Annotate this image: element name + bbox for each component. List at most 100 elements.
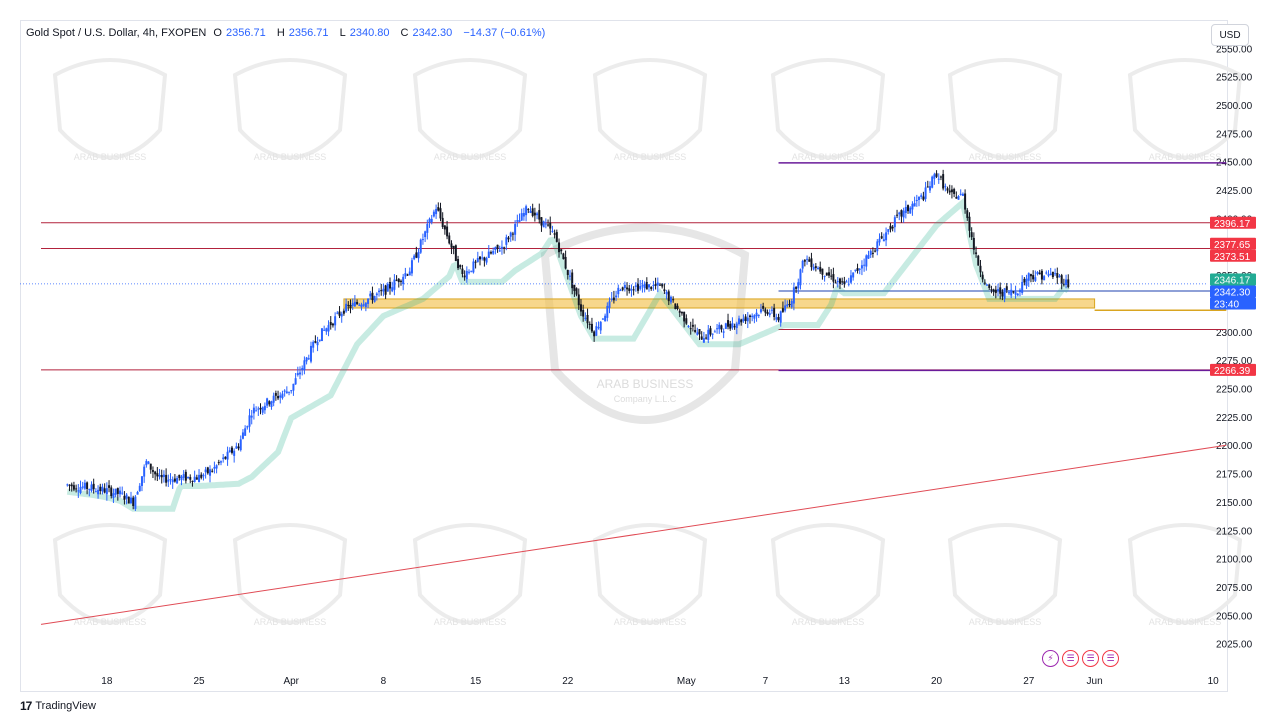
candle-body[interactable] — [1005, 286, 1008, 290]
candle-body[interactable] — [878, 238, 881, 243]
candle-body[interactable] — [336, 312, 339, 314]
candle-body[interactable] — [874, 250, 877, 252]
candle-body[interactable] — [492, 251, 495, 254]
candle-body[interactable] — [735, 323, 738, 329]
candle-body[interactable] — [689, 328, 692, 330]
candle-body[interactable] — [309, 345, 312, 362]
candle-body[interactable] — [889, 225, 892, 230]
candle-body[interactable] — [215, 465, 218, 469]
candle-body[interactable] — [419, 239, 422, 253]
candle-body[interactable] — [733, 326, 736, 328]
candle-body[interactable] — [790, 300, 793, 308]
candle-body[interactable] — [1025, 278, 1028, 286]
candle-body[interactable] — [408, 271, 411, 276]
candle-body[interactable] — [612, 297, 615, 301]
candle-body[interactable] — [738, 318, 741, 325]
candle-body[interactable] — [97, 489, 100, 495]
candle-body[interactable] — [744, 316, 747, 321]
candle-body[interactable] — [836, 281, 839, 283]
candle-body[interactable] — [531, 208, 534, 216]
candle-body[interactable] — [426, 223, 429, 233]
candle-body[interactable] — [819, 266, 822, 272]
candle-body[interactable] — [345, 303, 348, 312]
candle-body[interactable] — [266, 398, 269, 406]
candle-body[interactable] — [812, 267, 815, 270]
candle-body[interactable] — [740, 319, 743, 323]
candle-body[interactable] — [1023, 278, 1026, 283]
candle-body[interactable] — [435, 208, 438, 215]
candle-body[interactable] — [1045, 272, 1048, 274]
candle-body[interactable] — [90, 484, 93, 491]
candle-body[interactable] — [935, 173, 938, 177]
candle-body[interactable] — [558, 242, 561, 253]
candle-body[interactable] — [942, 174, 945, 189]
candle-body[interactable] — [979, 265, 982, 273]
candle-body[interactable] — [560, 249, 563, 252]
candle-body[interactable] — [716, 328, 719, 330]
candle-body[interactable] — [217, 462, 220, 464]
candle-body[interactable] — [525, 206, 528, 216]
candle-body[interactable] — [988, 284, 991, 288]
candle-body[interactable] — [459, 265, 462, 268]
candle-body[interactable] — [356, 302, 359, 305]
candle-body[interactable] — [81, 486, 84, 488]
candle-body[interactable] — [601, 318, 604, 320]
candle-body[interactable] — [856, 268, 859, 271]
candle-body[interactable] — [536, 213, 539, 216]
candle-body[interactable] — [696, 332, 699, 335]
candle-body[interactable] — [498, 250, 501, 252]
candle-body[interactable] — [406, 274, 409, 276]
candle-body[interactable] — [702, 338, 705, 343]
candle-body[interactable] — [94, 491, 97, 493]
candle-body[interactable] — [918, 196, 920, 200]
candle-body[interactable] — [222, 457, 225, 460]
candle-body[interactable] — [784, 305, 787, 311]
candle-body[interactable] — [777, 317, 780, 321]
candle-body[interactable] — [507, 237, 510, 240]
candle-body[interactable] — [294, 378, 297, 385]
candle-body[interactable] — [751, 315, 754, 318]
candle-body[interactable] — [114, 488, 117, 495]
candle-body[interactable] — [990, 289, 993, 291]
candle-body[interactable] — [562, 253, 565, 260]
candle-body[interactable] — [353, 301, 356, 307]
candle-body[interactable] — [178, 474, 181, 478]
candle-body[interactable] — [880, 236, 883, 239]
candle-body[interactable] — [683, 311, 686, 322]
candle-body[interactable] — [410, 260, 413, 274]
candle-body[interactable] — [237, 446, 240, 449]
candle-body[interactable] — [1051, 271, 1054, 278]
candle-body[interactable] — [248, 415, 251, 427]
candle-body[interactable] — [239, 439, 242, 451]
footer-brand[interactable]: 17 TradingView — [20, 699, 96, 713]
candle-body[interactable] — [643, 283, 646, 289]
candle-body[interactable] — [924, 187, 927, 199]
candle-body[interactable] — [1058, 275, 1061, 277]
candle-body[interactable] — [590, 323, 593, 332]
candle-body[interactable] — [834, 282, 837, 284]
candle-body[interactable] — [986, 284, 989, 286]
candle-body[interactable] — [1047, 274, 1050, 276]
candle-body[interactable] — [630, 289, 633, 291]
candle-body[interactable] — [206, 467, 209, 474]
candle-body[interactable] — [316, 341, 319, 346]
candle-body[interactable] — [1021, 281, 1024, 293]
candle-body[interactable] — [202, 474, 205, 477]
candle-body[interactable] — [968, 216, 971, 231]
candle-body[interactable] — [700, 336, 703, 340]
candle-body[interactable] — [1007, 292, 1010, 294]
candle-body[interactable] — [634, 285, 637, 287]
candle-body[interactable] — [841, 281, 844, 283]
candle-body[interactable] — [156, 473, 159, 477]
candle-body[interactable] — [568, 275, 571, 277]
candle-body[interactable] — [955, 197, 958, 199]
candle-body[interactable] — [470, 270, 473, 272]
candle-body[interactable] — [860, 265, 863, 269]
candle-body[interactable] — [162, 474, 165, 477]
candle-body[interactable] — [285, 391, 288, 394]
us-flag-icon[interactable]: ☰ — [1082, 650, 1099, 667]
candle-body[interactable] — [99, 486, 102, 492]
candle-body[interactable] — [369, 293, 372, 297]
candle-body[interactable] — [72, 485, 75, 490]
